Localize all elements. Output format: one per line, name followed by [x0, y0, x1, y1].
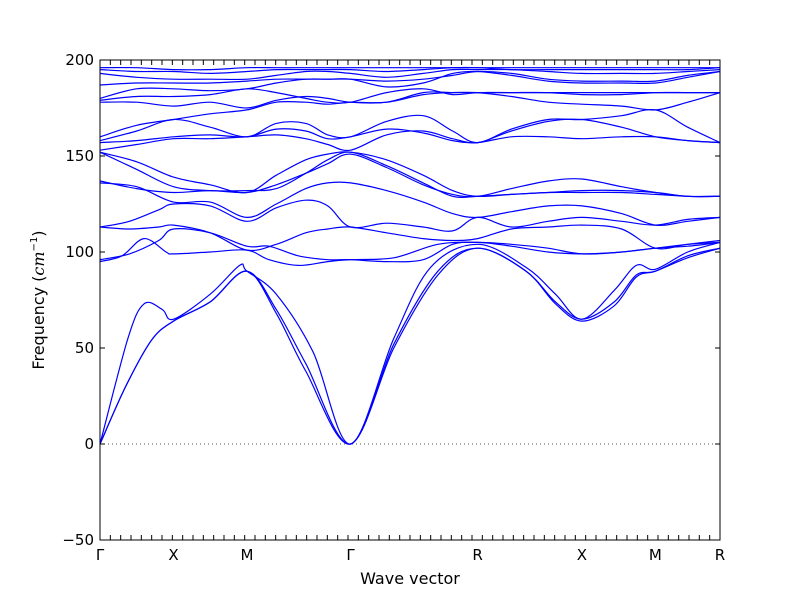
- y-axis-label-exponent: −1: [29, 237, 40, 252]
- x-tick-label: M: [649, 546, 662, 564]
- x-tick-label: Γ: [96, 546, 105, 564]
- x-tick-label: X: [577, 546, 587, 564]
- x-tick-label: X: [168, 546, 178, 564]
- phonon-band-3: [100, 241, 720, 445]
- x-tick-label: R: [715, 546, 725, 564]
- phonon-band-10: [100, 151, 720, 198]
- y-axis-label-close: ): [29, 230, 48, 236]
- phonon-band-11: [100, 151, 720, 198]
- y-tick-label: 200: [65, 51, 94, 69]
- band-lines-group: [100, 66, 720, 445]
- phonon-band-7: [100, 199, 720, 232]
- phonon-band-12: [100, 118, 720, 152]
- phonon-band-17: [100, 88, 720, 104]
- phonon-band-13: [100, 128, 720, 144]
- y-tick-label: −50: [62, 531, 94, 549]
- phonon-band-19: [100, 70, 720, 86]
- y-axis-label: Frequency (cm−1): [29, 230, 48, 369]
- phonon-band-15: [100, 91, 720, 138]
- y-tick-label: 150: [65, 147, 94, 165]
- phonon-band-5: [100, 228, 720, 263]
- phonon-band-20: [100, 68, 720, 81]
- plot-area-frame: [99, 59, 721, 541]
- phonon-band-8: [100, 181, 720, 226]
- x-tick-label: Γ: [346, 546, 355, 564]
- phonon-band-2: [100, 247, 720, 445]
- phonon-band-16: [100, 91, 720, 111]
- y-axis-label-unit: cm: [29, 251, 48, 275]
- x-tick-label: M: [240, 546, 253, 564]
- x-tick-label: R: [472, 546, 482, 564]
- phonon-band-6: [100, 224, 720, 252]
- axis-labels-group: −50 0 50 100 150 200 Γ X M Γ R X M R: [62, 51, 725, 564]
- x-axis-label: Wave vector: [360, 569, 460, 588]
- phonon-band-22: [100, 66, 720, 71]
- y-axis-label-text: Frequency (: [29, 276, 48, 370]
- phonon-band-21: [100, 66, 720, 75]
- phonon-band-14: [100, 108, 720, 144]
- y-tick-label: 0: [84, 435, 94, 453]
- phonon-band-18: [100, 70, 720, 99]
- y-tick-label: 100: [65, 243, 94, 261]
- y-tick-label: 50: [75, 339, 94, 357]
